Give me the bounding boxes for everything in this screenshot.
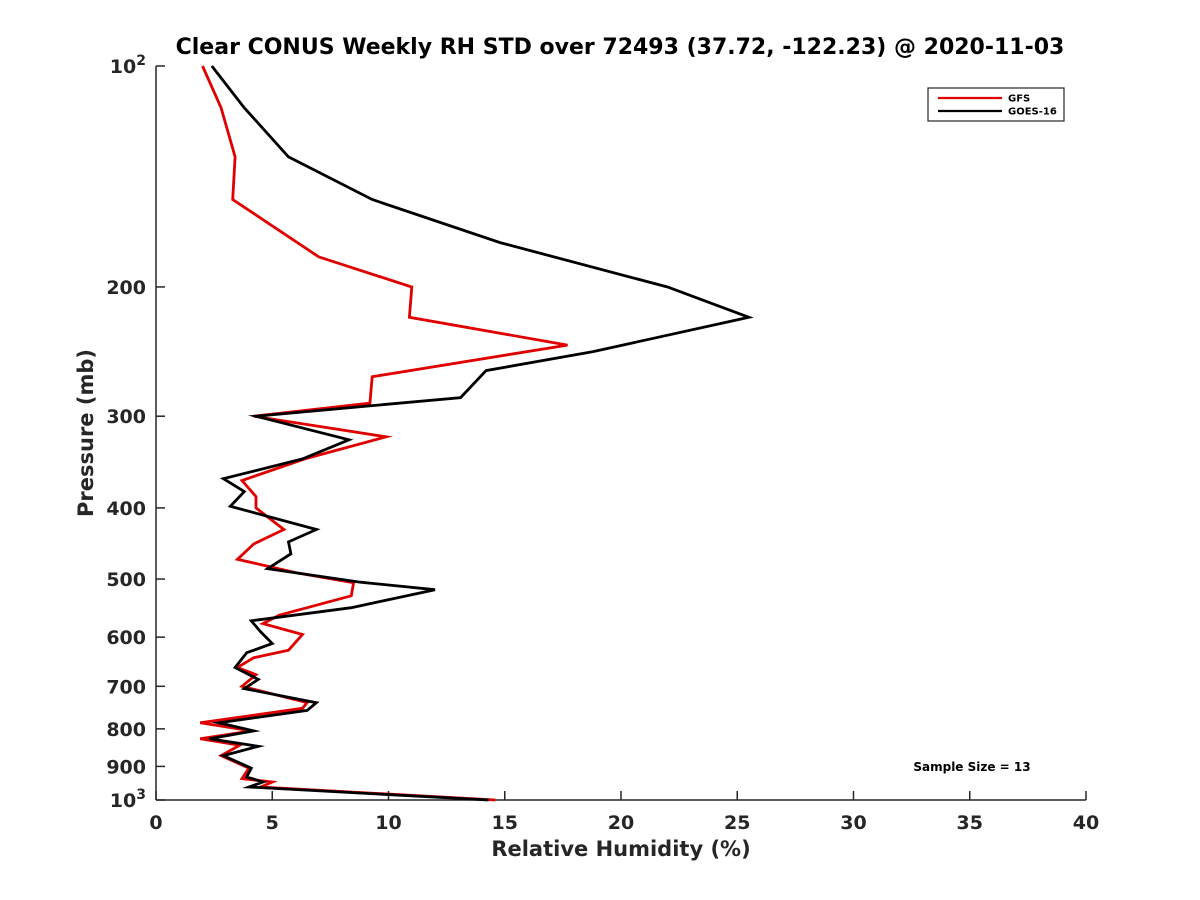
x-tick-label: 25 — [724, 812, 750, 834]
series-line-goes-16 — [209, 65, 754, 802]
y-tick-label: 103 — [110, 787, 146, 812]
x-axis-label: Relative Humidity (%) — [491, 837, 750, 861]
x-ticks: 0 5 10 15 20 25 30 35 40 — [149, 791, 1099, 834]
chart-title: Clear CONUS Weekly RH STD over 72493 (37… — [176, 35, 1065, 60]
y-tick-label: 300 — [106, 406, 146, 428]
legend-label-gfs: GFS — [1008, 94, 1030, 105]
y-tick-label: 400 — [106, 498, 146, 520]
y-tick-label: 102 — [110, 53, 146, 78]
y-tick-label: 600 — [106, 627, 146, 649]
x-tick-label: 30 — [840, 812, 866, 834]
legend: GFS GOES-16 — [927, 87, 1065, 122]
sample-size-annotation: Sample Size = 13 — [913, 760, 1030, 774]
x-tick-label: 5 — [266, 812, 279, 834]
x-tick-label: 0 — [149, 812, 162, 834]
y-tick-label: 700 — [106, 676, 146, 698]
x-tick-label: 15 — [492, 812, 518, 834]
y-tick-label: 800 — [106, 719, 146, 741]
y-tick-label: 200 — [106, 277, 146, 299]
legend-label-goes-16: GOES-16 — [1008, 107, 1057, 118]
x-tick-label: 10 — [375, 812, 401, 834]
x-tick-label: 20 — [608, 812, 634, 834]
legend-box — [927, 87, 1065, 122]
x-tick-label: 40 — [1073, 812, 1099, 834]
y-axis-label: Pressure (mb) — [74, 349, 98, 517]
axes — [155, 66, 1086, 801]
y-ticks: 102 200 300 400 500 600 700 800 900 103 — [106, 53, 165, 812]
series-line-gfs — [199, 65, 568, 802]
y-tick-label: 500 — [106, 569, 146, 591]
y-tick-label: 900 — [106, 756, 146, 778]
series-lines — [199, 65, 754, 802]
x-tick-label: 35 — [957, 812, 983, 834]
